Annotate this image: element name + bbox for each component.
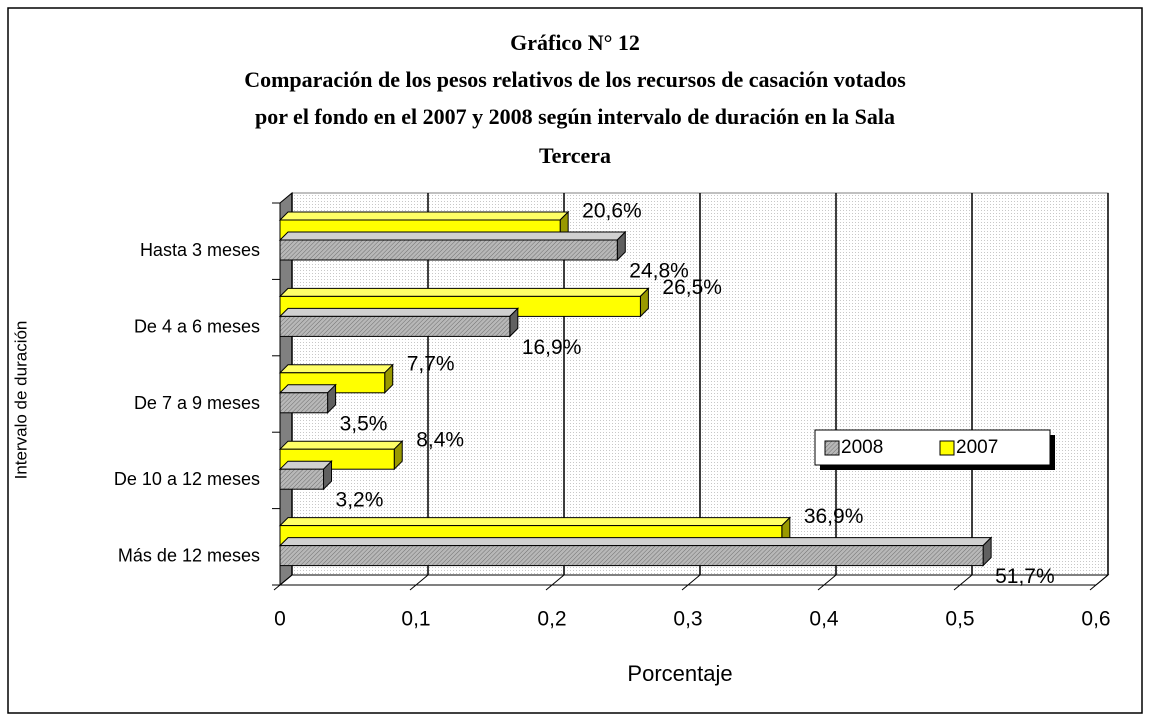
bar-top xyxy=(278,537,993,547)
x-tick xyxy=(681,584,689,591)
x-tick xyxy=(1095,574,1109,586)
value-label: 7,7% xyxy=(407,352,455,375)
y-tick-label: De 10 a 12 meses xyxy=(114,469,260,489)
x-tick-label: 0,3 xyxy=(673,608,702,631)
x-tick xyxy=(953,584,961,591)
bar-top xyxy=(278,460,333,470)
y-tick-label: De 7 a 9 meses xyxy=(134,393,260,413)
chart-subtitle: Tercera xyxy=(539,143,611,168)
bar-top xyxy=(278,440,404,450)
x-tick xyxy=(823,574,837,586)
x-tick-label: 0,4 xyxy=(809,608,839,631)
x-tick xyxy=(279,574,293,586)
x-tick xyxy=(1089,584,1097,591)
bar xyxy=(279,392,329,414)
bar-top xyxy=(278,287,650,297)
value-label: 16,9% xyxy=(522,336,582,359)
x-tick xyxy=(415,574,429,586)
value-label: 26,5% xyxy=(662,276,722,299)
y-axis-label: Intervalo de duración xyxy=(11,321,30,480)
chart-subtitle: Comparación de los pesos relativos de lo… xyxy=(244,67,906,92)
x-tick xyxy=(687,574,701,586)
legend-label: 2008 xyxy=(841,437,883,458)
bar xyxy=(279,315,511,337)
value-label: 51,7% xyxy=(995,565,1055,588)
value-label: 8,4% xyxy=(416,429,464,452)
value-label: 20,6% xyxy=(582,200,642,223)
x-axis-label: Porcentaje xyxy=(627,661,732,686)
legend xyxy=(814,429,1051,466)
bar-top xyxy=(278,211,570,221)
bar-top xyxy=(278,364,394,374)
y-tick-label: Más de 12 meses xyxy=(118,546,260,566)
y-tick-label: Hasta 3 meses xyxy=(140,240,260,260)
x-tick xyxy=(409,584,417,591)
x-tick xyxy=(273,584,281,591)
y-tick-label: De 4 a 6 meses xyxy=(134,316,260,336)
chart-title: Gráfico N° 12 xyxy=(510,30,640,55)
legend-swatch xyxy=(824,440,840,456)
chart-subtitle: por el fondo en el 2007 y 2008 según int… xyxy=(255,104,895,129)
legend-label: 2007 xyxy=(956,437,998,458)
legend-swatch xyxy=(939,440,955,456)
bar xyxy=(279,468,325,490)
value-label: 3,2% xyxy=(336,489,384,512)
x-tick-label: 0,2 xyxy=(537,608,566,631)
bar xyxy=(279,239,618,261)
x-tick-label: 0,1 xyxy=(401,608,430,631)
bar-top xyxy=(278,384,337,394)
bar xyxy=(279,545,984,567)
value-label: 24,8% xyxy=(629,260,689,283)
x-tick xyxy=(545,584,553,591)
x-tick-label: 0,5 xyxy=(945,608,974,631)
x-tick xyxy=(959,574,973,586)
bar-top xyxy=(278,307,520,317)
x-tick xyxy=(551,574,565,586)
x-tick-label: 0,6 xyxy=(1081,608,1110,631)
x-tick xyxy=(817,584,825,591)
value-label: 3,5% xyxy=(340,412,388,435)
bar-top xyxy=(278,231,627,241)
value-label: 36,9% xyxy=(804,505,864,528)
x-tick-label: 0 xyxy=(274,608,286,631)
bar-top xyxy=(278,517,792,527)
